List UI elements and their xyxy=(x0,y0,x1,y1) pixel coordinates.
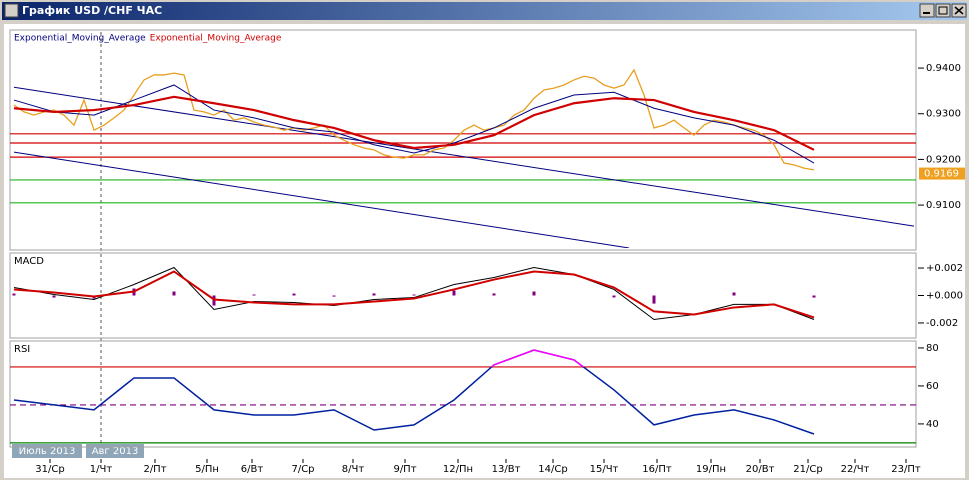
last-price-label: 0.9169 xyxy=(924,169,959,180)
x-tick-label: 23/Пт xyxy=(891,464,921,475)
y-tick-label: 0.9200 xyxy=(926,154,961,165)
histogram-bar xyxy=(292,293,296,296)
histogram-bar xyxy=(612,295,616,298)
month-label: Авг 2013 xyxy=(92,446,139,457)
x-tick-label: 14/Ср xyxy=(538,464,567,475)
close-icon xyxy=(954,6,964,15)
last-price-box xyxy=(919,167,965,180)
series-line xyxy=(13,349,815,435)
histogram-bar xyxy=(532,291,536,296)
y-tick-label: +0.002 xyxy=(926,263,963,274)
maximize-button[interactable] xyxy=(935,3,951,18)
pane-frame xyxy=(9,252,917,339)
trend-line xyxy=(13,151,630,248)
pane-frame xyxy=(9,29,917,251)
histogram-bar xyxy=(652,295,656,304)
window-icon xyxy=(4,3,19,18)
x-tick-label: 9/Пт xyxy=(393,464,416,475)
histogram-bar xyxy=(212,295,216,306)
window-title: График USD /CHF ЧАС xyxy=(22,4,162,17)
x-tick-label: 8/Чт xyxy=(342,464,365,475)
maximize-icon xyxy=(938,6,948,15)
series-line xyxy=(13,68,815,171)
x-tick-label: 6/Вт xyxy=(241,464,264,475)
histogram-bar xyxy=(52,295,56,298)
histogram-bar xyxy=(332,295,336,297)
x-tick-label: 20/Вт xyxy=(746,464,775,475)
y-tick-label: 60 xyxy=(926,381,939,392)
chart-area xyxy=(4,24,965,478)
y-tick-label: 80 xyxy=(926,343,939,354)
legend-entry: Exponential_Moving_Average xyxy=(150,34,282,44)
window-buttons[interactable] xyxy=(919,3,967,18)
x-tick-label: 1/Чт xyxy=(90,464,113,475)
x-tick-label: 12/Пн xyxy=(443,464,473,475)
y-tick-label: -0.002 xyxy=(926,318,958,329)
legend-entry: Exponential_Moving_Average xyxy=(14,34,146,44)
histogram-bar xyxy=(172,291,176,296)
series-line xyxy=(13,270,815,319)
histogram-bar xyxy=(412,294,416,296)
series-line xyxy=(13,84,815,164)
pane-frame xyxy=(9,340,917,448)
pane-title: RSI xyxy=(14,344,30,355)
month-label: Июль 2013 xyxy=(19,446,76,457)
x-tick-label: 19/Пн xyxy=(696,464,726,475)
y-tick-label: 0.9300 xyxy=(926,109,961,120)
title-bar xyxy=(2,2,967,20)
x-tick-label: 31/Ср xyxy=(35,464,64,475)
y-tick-label: 40 xyxy=(926,419,939,430)
x-tick-label: 5/Пн xyxy=(195,464,219,475)
trend-line xyxy=(13,86,915,227)
pane: 40 60 80 RSI xyxy=(9,340,939,448)
histogram-bar xyxy=(252,294,256,296)
x-tick-label: 7/Ср xyxy=(291,464,314,475)
pane: 0.9100 0.9200 0.9300 0.9400 0.9169 Exponentia… xyxy=(9,29,965,251)
y-tick-label: 0.9100 xyxy=(926,200,961,211)
histogram-bar xyxy=(492,293,496,296)
histogram-bar xyxy=(732,292,736,296)
x-tick-label: 22/Чт xyxy=(841,464,870,475)
histogram-bar xyxy=(372,293,376,296)
x-tick-label: 13/Вт xyxy=(492,464,521,475)
y-tick-label: +0.000 xyxy=(926,291,963,302)
pane: -0.002 +0.000 +0.002 MACD xyxy=(9,252,963,339)
minimize-button[interactable] xyxy=(919,3,935,18)
x-tick-label: 21/Ср xyxy=(793,464,822,475)
histogram-bar xyxy=(452,290,456,296)
x-tick-label: 15/Чт xyxy=(590,464,619,475)
histogram-bar xyxy=(812,295,816,298)
histogram-bar xyxy=(12,293,16,296)
y-tick-label: 0.9400 xyxy=(926,63,961,74)
x-tick-label: 16/Пт xyxy=(642,464,672,475)
pane-title: MACD xyxy=(14,256,44,267)
series-line xyxy=(13,95,815,151)
x-tick-label: 2/Пт xyxy=(143,464,166,475)
